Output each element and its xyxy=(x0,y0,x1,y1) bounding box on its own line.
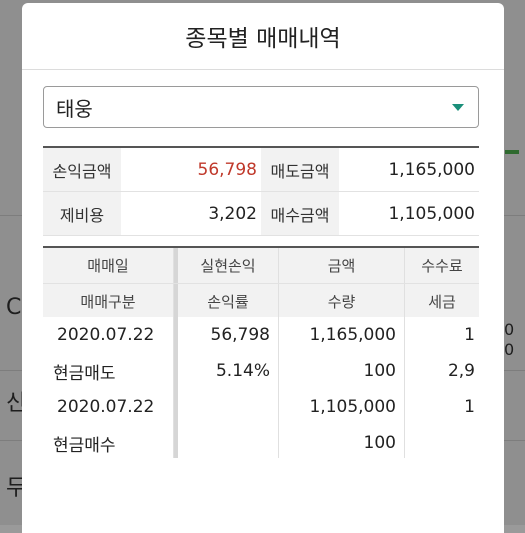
return-rate-cell xyxy=(178,425,279,458)
bg-row-label: 신 xyxy=(6,391,27,416)
column-header-quantity: 수량 xyxy=(279,284,405,319)
amount-cell: 1,165,000 xyxy=(279,317,405,353)
trade-type-cell: 현금매수 xyxy=(43,425,174,458)
trade-detail-grid[interactable]: 매매일 실현손익 금액 수수료 매매구분 손익률 수량 세금 2020.07.2… xyxy=(43,246,479,458)
quantity-cell: 100 xyxy=(279,425,405,458)
bg-row-label: 두 xyxy=(6,476,27,501)
fee-cell: 1 xyxy=(464,325,475,345)
frozen-column-divider xyxy=(174,353,178,389)
frozen-column-divider xyxy=(174,389,178,425)
fee-cell: 1 xyxy=(464,397,475,417)
grid-top-border xyxy=(43,246,479,248)
fee-label: 제비용 xyxy=(43,192,121,235)
dialog-title: 종목별 매매내역 xyxy=(185,26,341,52)
fee-value: 3,202 xyxy=(208,203,257,224)
table-row[interactable]: 현금매도 5.14% 100 2,9 xyxy=(43,353,479,390)
profit-value: 56,798 xyxy=(197,159,257,180)
grid-header-row: 매매구분 손익률 수량 세금 xyxy=(43,284,479,320)
amount-cell: 1,105,000 xyxy=(279,389,405,425)
chevron-down-icon xyxy=(452,104,464,111)
table-row[interactable]: 2020.07.22 56,798 1,165,000 1 xyxy=(43,317,479,354)
quantity-cell: 100 xyxy=(279,353,405,389)
tax-cell xyxy=(405,425,479,458)
title-divider xyxy=(22,69,504,70)
realized-profit-cell xyxy=(178,389,279,425)
buy-amount-label: 매수금액 xyxy=(261,192,339,235)
trade-type-cell: 현금매도 xyxy=(43,353,174,389)
frozen-column-divider xyxy=(174,248,178,283)
tax-cell: 2,9 xyxy=(447,361,475,381)
table-row[interactable]: 현금매수 100 xyxy=(43,425,479,458)
column-header-trade-type: 매매구분 xyxy=(43,284,174,319)
bg-indicator xyxy=(505,150,519,154)
stock-select-value: 태웅 xyxy=(56,96,93,121)
column-header-tax: 세금 xyxy=(428,293,456,311)
sell-amount-label: 매도금액 xyxy=(261,148,339,191)
trade-date-cell: 2020.07.22 xyxy=(43,389,174,425)
summary-row: 제비용 3,202 매수금액 1,105,000 xyxy=(43,192,479,236)
bg-row-label: C xyxy=(6,295,22,320)
return-rate-cell: 5.14% xyxy=(178,353,279,389)
column-header-return-rate: 손익률 xyxy=(178,284,279,319)
profit-label: 손익금액 xyxy=(43,148,121,191)
frozen-column-divider xyxy=(174,317,178,353)
summary-row: 손익금액 56,798 매도금액 1,165,000 xyxy=(43,148,479,192)
column-header-realized-profit: 실현손익 xyxy=(178,248,279,283)
stock-select[interactable]: 태웅 xyxy=(43,86,479,128)
grid-header-row: 매매일 실현손익 금액 수수료 xyxy=(43,248,479,284)
bg-value: 0 xyxy=(504,340,515,359)
trade-history-dialog: 종목별 매매내역 태웅 손익금액 56,798 매도금액 1,165,000 제… xyxy=(22,3,504,533)
summary-top-border xyxy=(43,146,479,148)
frozen-column-divider xyxy=(174,284,178,319)
sell-amount-value: 1,165,000 xyxy=(388,159,475,180)
column-header-fee: 수수료 xyxy=(421,257,463,275)
frozen-column-divider xyxy=(174,425,178,458)
trade-date-cell: 2020.07.22 xyxy=(43,317,174,353)
bg-value: 0 xyxy=(504,320,515,339)
column-header-trade-date: 매매일 xyxy=(43,248,174,283)
realized-profit-cell: 56,798 xyxy=(178,317,279,353)
table-row[interactable]: 2020.07.22 1,105,000 1 xyxy=(43,389,479,426)
column-header-amount: 금액 xyxy=(279,248,405,283)
buy-amount-value: 1,105,000 xyxy=(388,203,475,224)
